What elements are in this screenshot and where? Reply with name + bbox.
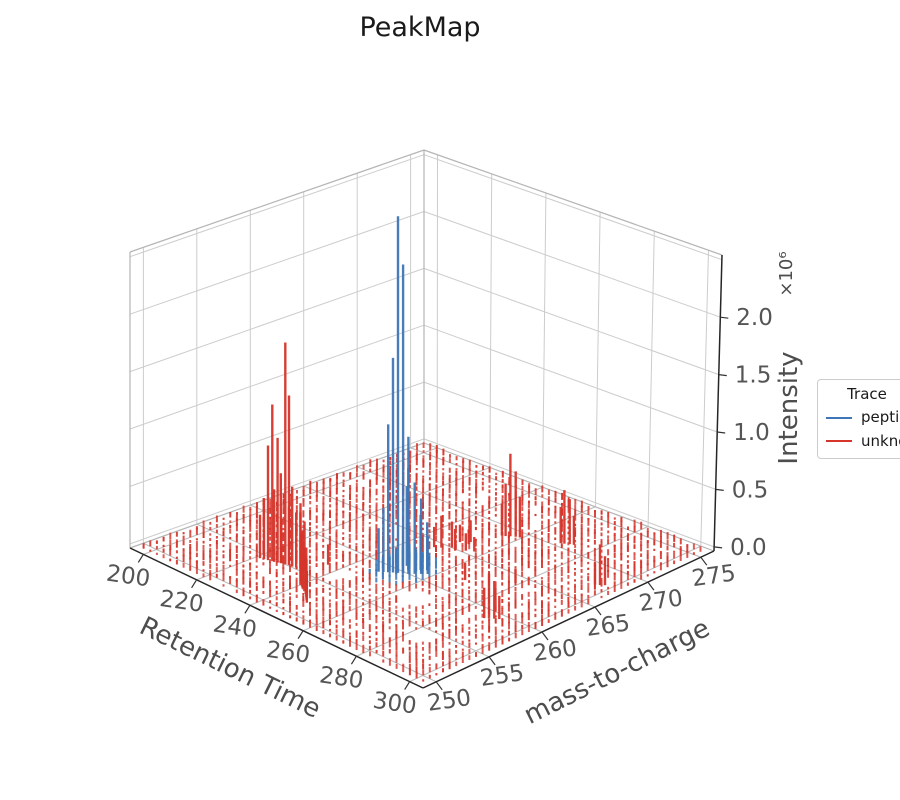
chart-title: PeakMap (359, 12, 480, 43)
axis-ticks (137, 316, 729, 691)
legend-entry-unknown: unknown (826, 430, 900, 453)
unknown-line-swatch (826, 440, 852, 443)
axis-lines (129, 254, 723, 689)
legend: Trace peptide unknown (817, 379, 900, 459)
legend-title: Trace (847, 385, 887, 403)
x-tick-label: 280 (318, 662, 365, 694)
z-axis-label: Intensity (774, 351, 804, 464)
z-tick-label: 0.5 (732, 477, 769, 503)
peptide-line-swatch (826, 416, 852, 419)
y-tick-label: 255 (479, 660, 526, 692)
z-tick-label: 1.0 (733, 420, 770, 446)
z-tick-label: 0.0 (730, 535, 767, 561)
y-tick-label: 275 (690, 560, 737, 592)
z-tick-label: 1.5 (735, 363, 772, 389)
y-tick-label: 265 (584, 610, 631, 642)
legend-entry-label: peptide (861, 408, 900, 427)
y-tick-label: 270 (637, 585, 684, 617)
pane-gridlines (129, 154, 723, 548)
z-scale-multiplier: ×10⁶ (776, 251, 797, 296)
box-back-edges (129, 149, 723, 552)
y-tick-label: 260 (531, 635, 578, 667)
z-tick-label: 2.0 (736, 305, 773, 331)
legend-entry-peptide: peptide (826, 406, 900, 429)
x-tick-label: 220 (158, 586, 205, 618)
x-tick-label: 300 (371, 688, 418, 720)
x-tick-label: 260 (265, 637, 312, 669)
y-tick-label: 250 (426, 685, 473, 717)
x-tick-label: 240 (211, 611, 258, 643)
stem-data-points (142, 216, 702, 682)
legend-entry-label: unknown (861, 431, 900, 450)
x-tick-label: 200 (105, 561, 152, 593)
